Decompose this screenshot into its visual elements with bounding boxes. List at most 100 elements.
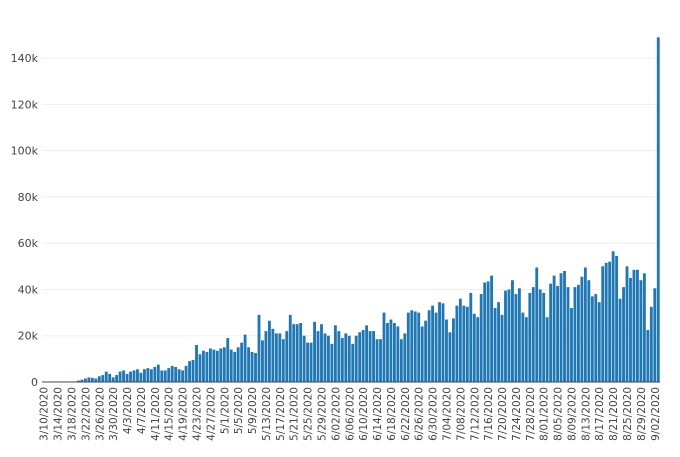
x-tick-label: 6/02/2020 [330, 387, 342, 441]
bar [545, 317, 549, 382]
bar [191, 360, 195, 382]
y-tick-label: 20k [18, 330, 39, 343]
x-tick-label: 6/06/2020 [344, 387, 356, 441]
bar [90, 377, 94, 382]
bar [125, 373, 129, 382]
bar [445, 319, 448, 382]
bar [646, 329, 650, 382]
bar [118, 371, 122, 382]
x-tick-label: 3/10/2020 [39, 387, 51, 441]
bar [129, 371, 132, 382]
bar [403, 333, 407, 382]
y-tick-label: 120k [11, 98, 39, 111]
bar [97, 376, 101, 382]
x-tick-label: 7/04/2020 [441, 387, 453, 441]
x-tick-label: 8/13/2020 [580, 387, 592, 441]
bar [202, 350, 205, 382]
bar [542, 292, 546, 382]
bar [434, 312, 438, 382]
bar [285, 331, 289, 382]
bar [250, 351, 254, 382]
x-tick-label: 5/9/2020 [247, 387, 259, 434]
bar [618, 298, 622, 382]
bar [583, 267, 587, 382]
bar [257, 314, 261, 382]
gridlines [42, 57, 660, 337]
bar [288, 314, 292, 382]
bar [375, 339, 379, 382]
bar [386, 323, 389, 382]
bar [462, 305, 466, 382]
bar [139, 372, 143, 382]
bar [587, 280, 591, 382]
bar [500, 314, 504, 382]
x-tick-label: 6/22/2020 [400, 387, 412, 441]
bar [406, 312, 410, 382]
bar [493, 307, 497, 382]
bar [490, 275, 494, 382]
y-tick-label: 40k [18, 283, 39, 296]
bar [368, 331, 372, 382]
bar [417, 312, 421, 382]
bar [309, 342, 313, 382]
bar [629, 277, 632, 382]
x-tick-label: 6/30/2020 [428, 387, 440, 441]
x-tick-label: 3/18/2020 [67, 387, 79, 441]
bar [136, 369, 139, 382]
bar [576, 284, 580, 382]
bar [149, 369, 153, 382]
x-tick-label: 7/20/2020 [497, 387, 509, 441]
bar [580, 276, 584, 382]
bar [320, 324, 323, 382]
y-tick-label: 100k [11, 145, 39, 158]
bar [261, 340, 264, 382]
x-tick-label: 6/10/2020 [358, 387, 370, 441]
bar [80, 379, 84, 382]
bar [281, 339, 285, 382]
x-tick-label: 6/18/2020 [386, 387, 398, 441]
bar [344, 333, 348, 382]
bar [330, 343, 334, 382]
x-tick-label: 8/01/2020 [539, 387, 551, 441]
bar [611, 251, 615, 382]
bar [347, 335, 351, 382]
bar [313, 321, 316, 382]
bar [597, 302, 601, 382]
bar [240, 342, 244, 382]
x-tick-label: 5/21/2020 [289, 387, 301, 441]
bar [254, 353, 257, 382]
x-tick-label: 7/16/2020 [483, 387, 495, 441]
bar [476, 317, 480, 382]
bar [302, 335, 306, 382]
x-tick-label: 8/25/2020 [622, 387, 634, 441]
bars [73, 37, 660, 383]
x-tick-label: 4/11/2020 [150, 387, 162, 441]
bar [379, 339, 382, 382]
bar [236, 347, 240, 382]
bar [632, 269, 636, 382]
bar [167, 368, 171, 382]
bar [274, 333, 278, 382]
x-tick-label: 9/02/2020 [650, 387, 662, 441]
bar [361, 329, 365, 382]
bar [222, 347, 226, 382]
bar [271, 328, 275, 382]
bar [226, 338, 230, 382]
bar [424, 320, 428, 382]
bar [160, 370, 164, 382]
x-tick-label: 8/17/2020 [594, 387, 606, 441]
y-axis-ticks: 0 20k 40k 60k 80k 100k 120k 140k [11, 52, 39, 389]
bar [549, 283, 553, 382]
bar [177, 369, 181, 382]
y-tick-label: 60k [18, 237, 39, 250]
bar [299, 323, 303, 382]
bar [420, 326, 424, 382]
x-tick-label: 4/27/2020 [205, 387, 217, 441]
bar [198, 354, 202, 382]
bar [181, 370, 185, 382]
bar [351, 343, 355, 382]
x-tick-label: 4/3/2020 [122, 387, 134, 434]
x-tick-label: 3/30/2020 [108, 387, 120, 441]
bar [205, 351, 209, 382]
